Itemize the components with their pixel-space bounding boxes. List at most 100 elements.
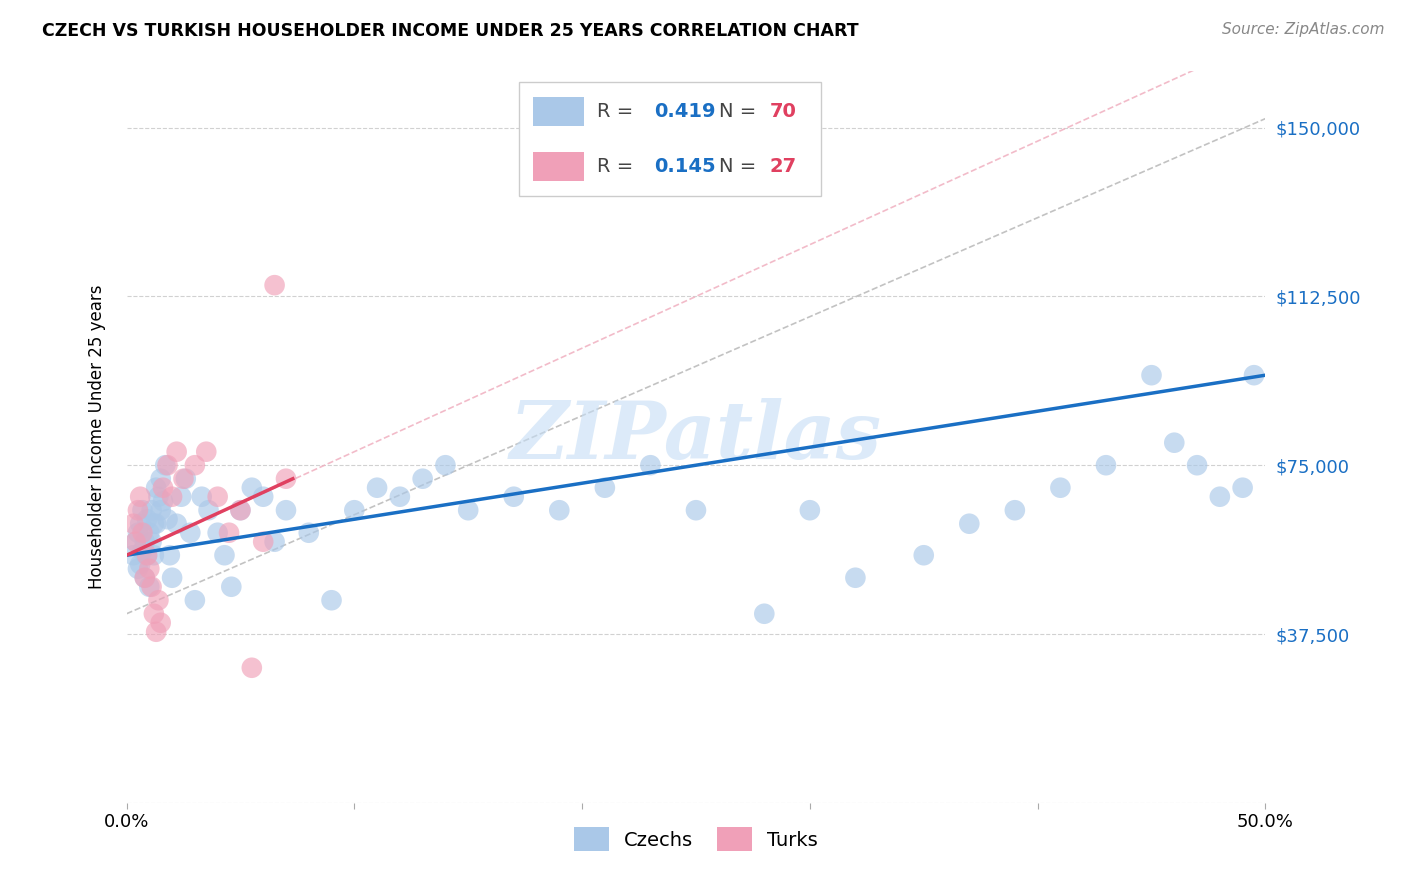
Point — [149, 615, 172, 630]
Text: Source: ZipAtlas.com: Source: ZipAtlas.com — [1222, 22, 1385, 37]
Point — [195, 444, 218, 458]
Point — [131, 543, 153, 558]
Point — [138, 580, 160, 594]
Point — [298, 525, 321, 540]
Point — [184, 593, 207, 607]
Point — [1232, 481, 1254, 495]
Point — [156, 458, 179, 473]
Point — [136, 512, 159, 526]
Point — [145, 516, 167, 531]
Point — [142, 607, 165, 621]
Point — [159, 548, 181, 562]
Point — [155, 458, 177, 473]
Point — [214, 548, 236, 562]
Text: 0.145: 0.145 — [654, 157, 716, 176]
Point — [131, 503, 153, 517]
Point — [593, 481, 616, 495]
Point — [134, 571, 156, 585]
Text: 0.419: 0.419 — [654, 102, 716, 121]
Bar — [533, 152, 585, 181]
Point — [252, 490, 274, 504]
Point — [252, 534, 274, 549]
Point — [172, 472, 194, 486]
Point — [134, 534, 156, 549]
Point — [229, 503, 252, 517]
Point — [263, 278, 285, 293]
Point — [263, 534, 285, 549]
Point — [136, 548, 159, 562]
Point — [166, 516, 188, 531]
Point — [127, 503, 149, 517]
Point — [136, 548, 159, 562]
Point — [152, 481, 174, 495]
Point — [240, 481, 263, 495]
Point — [141, 534, 163, 549]
Point — [1004, 503, 1026, 517]
Y-axis label: Householder Income Under 25 years: Householder Income Under 25 years — [87, 285, 105, 590]
Point — [274, 503, 297, 517]
Point — [197, 503, 219, 517]
Point — [1095, 458, 1118, 473]
Text: 27: 27 — [770, 157, 797, 176]
Point — [149, 472, 172, 486]
Point — [160, 571, 183, 585]
Point — [844, 571, 866, 585]
Point — [145, 624, 167, 639]
Point — [1049, 481, 1071, 495]
Point — [138, 562, 160, 576]
Point — [141, 580, 163, 594]
Point — [957, 516, 980, 531]
Point — [129, 516, 152, 531]
Text: 70: 70 — [770, 102, 797, 121]
Point — [179, 525, 201, 540]
Point — [170, 490, 193, 504]
Text: R =: R = — [598, 157, 640, 176]
Point — [124, 534, 146, 549]
Point — [129, 558, 152, 572]
Point — [124, 534, 146, 549]
Legend: Czechs, Turks: Czechs, Turks — [567, 820, 825, 859]
Point — [1163, 435, 1185, 450]
Point — [412, 472, 434, 486]
Point — [156, 512, 179, 526]
Point — [229, 503, 252, 517]
Point — [754, 607, 776, 621]
Point — [142, 548, 165, 562]
Point — [207, 490, 229, 504]
Point — [799, 503, 821, 517]
Point — [366, 481, 388, 495]
Point — [122, 548, 145, 562]
Bar — [533, 97, 585, 127]
Point — [131, 525, 153, 540]
Point — [152, 494, 174, 508]
Point — [274, 472, 297, 486]
Point — [149, 503, 172, 517]
Point — [640, 458, 662, 473]
Point — [218, 525, 240, 540]
Point — [1209, 490, 1232, 504]
Point — [145, 481, 167, 495]
Point — [912, 548, 935, 562]
Point — [321, 593, 343, 607]
Point — [502, 490, 524, 504]
Point — [141, 503, 163, 517]
Point — [343, 503, 366, 517]
Point — [221, 580, 243, 594]
Point — [174, 472, 197, 486]
Point — [160, 490, 183, 504]
Point — [122, 516, 145, 531]
Point — [134, 571, 156, 585]
Point — [142, 516, 165, 531]
Text: CZECH VS TURKISH HOUSEHOLDER INCOME UNDER 25 YEARS CORRELATION CHART: CZECH VS TURKISH HOUSEHOLDER INCOME UNDE… — [42, 22, 859, 40]
Point — [240, 661, 263, 675]
Point — [127, 562, 149, 576]
Point — [190, 490, 212, 504]
Point — [129, 490, 152, 504]
FancyBboxPatch shape — [519, 82, 821, 195]
Text: N =: N = — [718, 102, 762, 121]
Point — [166, 444, 188, 458]
Point — [434, 458, 457, 473]
Point — [1140, 368, 1163, 383]
Point — [148, 593, 170, 607]
Point — [207, 525, 229, 540]
